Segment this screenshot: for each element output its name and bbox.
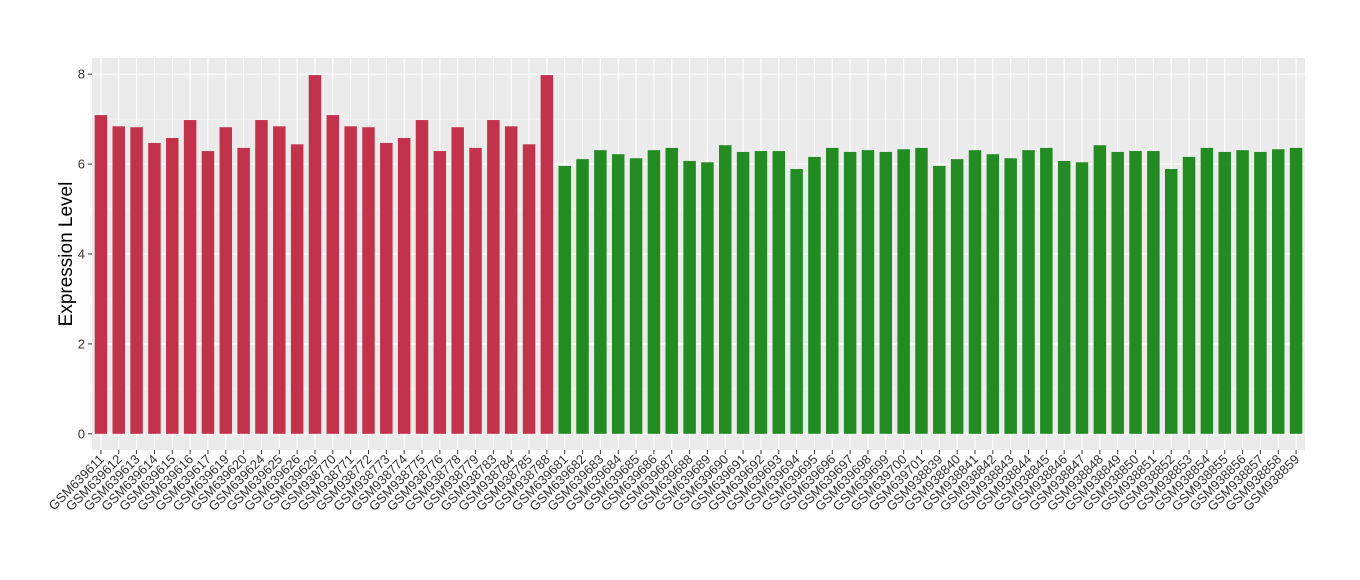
bar	[522, 144, 536, 434]
bar	[487, 120, 500, 434]
bar	[611, 154, 625, 434]
bar	[826, 147, 839, 434]
bar	[1218, 151, 1231, 434]
bar	[130, 127, 143, 434]
bar	[683, 160, 696, 434]
bar	[1289, 147, 1303, 434]
bar	[166, 138, 179, 434]
bar	[273, 126, 286, 434]
bar	[576, 159, 589, 434]
bar	[986, 154, 1000, 434]
bar	[1040, 147, 1053, 434]
bar	[736, 151, 750, 434]
bar	[201, 151, 215, 434]
bar	[397, 138, 411, 434]
bar	[504, 126, 518, 434]
y-tick-label: 2	[78, 336, 85, 351]
bar	[1004, 158, 1017, 434]
y-tick-label: 4	[78, 247, 85, 262]
bar	[237, 147, 250, 434]
bar	[754, 151, 768, 434]
bar	[933, 165, 946, 434]
y-axis-label: Expression Level	[56, 182, 77, 327]
bar	[594, 150, 607, 434]
bar	[915, 147, 928, 434]
bar	[950, 159, 964, 434]
bar	[808, 156, 821, 434]
y-tick-label: 0	[78, 426, 85, 441]
bar	[326, 115, 340, 434]
bar	[362, 127, 375, 434]
bar	[1271, 149, 1285, 434]
bar	[380, 142, 393, 434]
bar	[148, 142, 161, 434]
bar	[344, 126, 357, 434]
bar	[469, 147, 482, 434]
bar	[415, 120, 429, 434]
bar	[1254, 151, 1267, 434]
bar	[540, 75, 554, 434]
bar	[94, 115, 108, 434]
bar	[255, 120, 268, 434]
bar	[308, 75, 322, 434]
bar	[1111, 151, 1124, 434]
bar	[1147, 151, 1160, 434]
bar	[183, 120, 197, 434]
bar	[772, 151, 786, 434]
bar	[1236, 150, 1249, 434]
bar	[219, 127, 233, 434]
bar	[843, 151, 857, 434]
bar	[1129, 151, 1142, 434]
bar	[968, 150, 982, 434]
bar	[1093, 145, 1107, 434]
bar	[112, 126, 126, 434]
bar	[647, 150, 661, 434]
bar	[1200, 147, 1214, 434]
bar	[433, 151, 447, 434]
y-tick-label: 6	[78, 157, 85, 172]
bar	[897, 149, 910, 434]
bar	[1022, 150, 1035, 434]
bar	[1164, 169, 1178, 434]
bar	[1182, 156, 1196, 434]
bar	[879, 151, 893, 434]
bar	[861, 150, 875, 434]
bar	[1075, 162, 1089, 434]
bar	[719, 145, 732, 434]
bar	[701, 162, 714, 434]
bar	[1057, 160, 1071, 434]
y-tick-label: 8	[78, 67, 85, 82]
bar	[290, 144, 304, 434]
bar	[451, 127, 464, 434]
bar	[790, 169, 803, 434]
bar	[558, 165, 571, 434]
bar	[665, 147, 678, 434]
bar	[629, 158, 643, 434]
